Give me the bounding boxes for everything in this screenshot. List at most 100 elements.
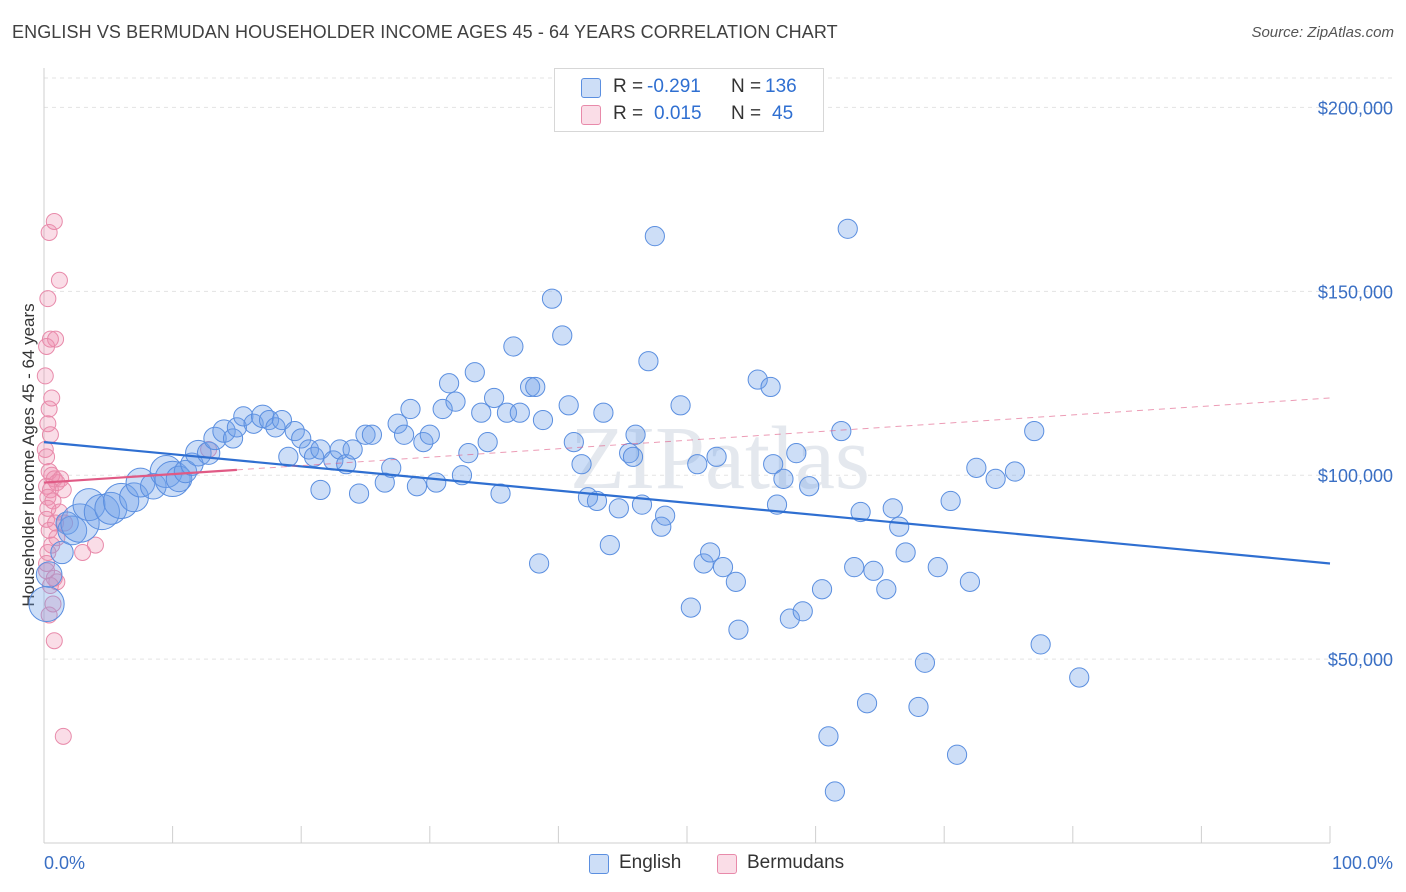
- english-point: [908, 696, 929, 718]
- english-point: [779, 608, 800, 629]
- bermudan-point: [47, 330, 65, 348]
- english-point: [477, 432, 498, 453]
- english-point: [651, 516, 672, 537]
- english-point: [946, 744, 968, 765]
- english-point: [655, 505, 676, 526]
- english-point: [706, 446, 727, 467]
- english-point: [529, 553, 550, 574]
- bermudan-point: [56, 514, 74, 532]
- bermudan-point: [41, 426, 59, 444]
- legend-label-bermudans: Bermudans: [747, 852, 845, 873]
- english-swatch: [581, 78, 601, 98]
- english-point: [532, 409, 554, 431]
- english-point: [818, 726, 839, 747]
- english-series: [28, 218, 1090, 802]
- bermudan-point: [74, 543, 92, 561]
- y-tick-label: $200,000: [1318, 98, 1393, 118]
- legend-row-english: R = -0.291 N = 136: [555, 74, 823, 100]
- english-point: [725, 571, 746, 592]
- english-point: [419, 424, 440, 445]
- english-point: [792, 601, 813, 622]
- bermudan-point: [39, 415, 57, 433]
- english-point: [1004, 461, 1026, 482]
- english-point: [154, 460, 191, 497]
- y-tick-label: $100,000: [1318, 466, 1393, 486]
- english-point: [850, 501, 871, 523]
- english-point: [638, 351, 659, 372]
- trend-lines: [43, 397, 1331, 565]
- english-point: [876, 579, 897, 600]
- english-point: [914, 652, 936, 673]
- r-value: 0.015: [654, 103, 702, 124]
- english-point: [438, 373, 460, 394]
- english-point: [940, 490, 961, 512]
- english-point: [563, 432, 584, 453]
- chart-source: Source: ZipAtlas.com: [1251, 24, 1394, 41]
- bermudan-point: [36, 367, 54, 385]
- correlation-legend: R = -0.291 N = 136 R = 0.015 N = 45: [554, 68, 824, 132]
- x-tick-label: 0.0%: [44, 853, 85, 873]
- english-point: [541, 288, 563, 309]
- english-point: [558, 395, 579, 416]
- english-point: [464, 362, 485, 383]
- bermudan-point: [39, 290, 57, 308]
- english-point: [226, 417, 247, 438]
- english-point: [140, 472, 167, 500]
- bermudans-swatch: [581, 105, 601, 125]
- english-point: [1030, 634, 1051, 655]
- bermudan-point: [39, 499, 57, 517]
- english-point: [687, 454, 708, 475]
- english-point: [895, 542, 916, 563]
- english-point: [458, 443, 479, 464]
- english-point: [298, 439, 320, 460]
- english-point: [619, 443, 640, 464]
- english-point: [599, 534, 620, 556]
- y-tick-label: $50,000: [1328, 650, 1393, 670]
- english-point: [693, 553, 714, 574]
- english-point: [291, 428, 312, 449]
- bermudan-point: [43, 389, 61, 407]
- english-point: [387, 413, 408, 434]
- english-point: [185, 439, 212, 467]
- english-trend-line: [43, 441, 1331, 565]
- english-point: [824, 781, 845, 802]
- english-point: [342, 439, 363, 460]
- english-point: [786, 443, 807, 464]
- bermudan-point: [45, 632, 63, 650]
- english-point: [966, 457, 987, 478]
- english-point: [552, 325, 573, 346]
- bermudan-point: [38, 448, 56, 466]
- bermudan-point: [86, 536, 104, 554]
- english-point: [525, 376, 546, 398]
- english-point: [271, 409, 293, 431]
- english-point: [400, 398, 421, 420]
- bermudan-point: [50, 271, 68, 289]
- english-point: [593, 402, 614, 423]
- r-label: R =: [613, 103, 644, 124]
- english-point: [94, 491, 128, 525]
- english-point: [844, 557, 865, 578]
- english-point: [712, 557, 734, 578]
- english-point: [811, 579, 833, 600]
- english-point: [1069, 667, 1090, 688]
- english-point: [406, 476, 428, 497]
- english-point: [680, 597, 701, 618]
- y-tick-label: $150,000: [1318, 282, 1393, 302]
- bermudan-point: [40, 400, 58, 418]
- english-point: [760, 376, 781, 398]
- x-tick-label: 100.0%: [1332, 853, 1393, 873]
- english-point: [837, 218, 858, 239]
- bermudan-point: [44, 595, 62, 613]
- n-label: N =: [731, 76, 762, 97]
- bermudan-point: [40, 606, 58, 624]
- english-point: [233, 406, 254, 427]
- english-point: [863, 560, 884, 581]
- english-point: [361, 424, 383, 445]
- english-point: [670, 395, 691, 416]
- bermudan-point: [38, 337, 56, 355]
- english-point: [700, 542, 721, 563]
- r-value: -0.291: [647, 76, 701, 97]
- english-point: [509, 402, 530, 423]
- legend-row-bermudans: R = 0.015 N = 45: [555, 101, 823, 127]
